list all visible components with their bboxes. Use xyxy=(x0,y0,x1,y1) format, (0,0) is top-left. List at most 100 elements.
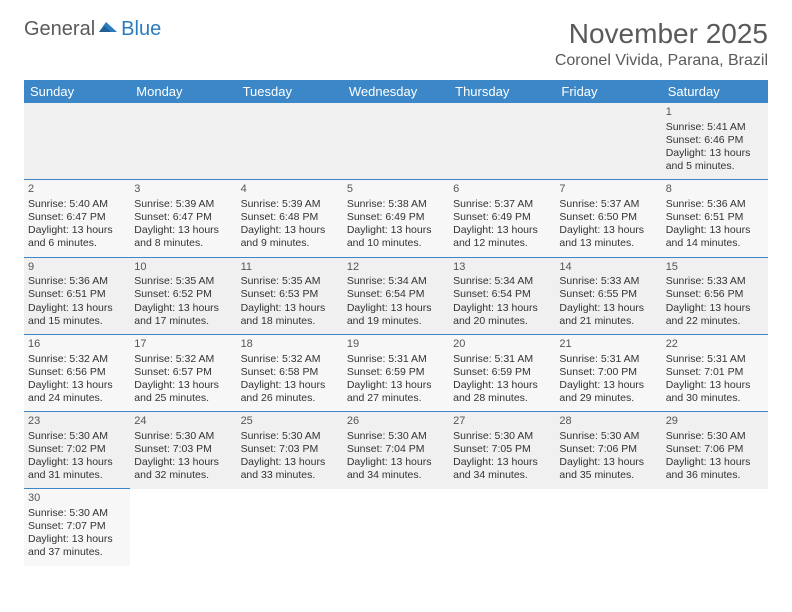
daylight-line-1: Daylight: 13 hours xyxy=(453,302,551,315)
day-info: Sunrise: 5:30 AMSunset: 7:05 PMDaylight:… xyxy=(453,430,551,483)
calendar-day-cell: 24Sunrise: 5:30 AMSunset: 7:03 PMDayligh… xyxy=(130,412,236,489)
day-number: 29 xyxy=(666,415,764,429)
daylight-line-1: Daylight: 13 hours xyxy=(241,302,339,315)
day-number: 4 xyxy=(241,183,339,197)
calendar-day-cell: 5Sunrise: 5:38 AMSunset: 6:49 PMDaylight… xyxy=(343,180,449,257)
calendar-empty-cell xyxy=(237,489,343,566)
sunrise-line: Sunrise: 5:41 AM xyxy=(666,121,764,134)
sunset-line: Sunset: 6:55 PM xyxy=(559,288,657,301)
calendar-day-cell: 11Sunrise: 5:35 AMSunset: 6:53 PMDayligh… xyxy=(237,257,343,334)
day-number: 25 xyxy=(241,415,339,429)
daylight-line-1: Daylight: 13 hours xyxy=(28,379,126,392)
daylight-line-2: and 21 minutes. xyxy=(559,315,657,328)
sunrise-line: Sunrise: 5:33 AM xyxy=(559,275,657,288)
calendar-empty-cell xyxy=(449,489,555,566)
daylight-line-1: Daylight: 13 hours xyxy=(453,456,551,469)
calendar-table: Sunday Monday Tuesday Wednesday Thursday… xyxy=(24,80,768,566)
day-number: 9 xyxy=(28,261,126,275)
day-info: Sunrise: 5:39 AMSunset: 6:47 PMDaylight:… xyxy=(134,198,232,251)
day-number: 23 xyxy=(28,415,126,429)
sunset-line: Sunset: 6:49 PM xyxy=(453,211,551,224)
sunrise-line: Sunrise: 5:32 AM xyxy=(28,353,126,366)
daylight-line-2: and 27 minutes. xyxy=(347,392,445,405)
sunset-line: Sunset: 7:07 PM xyxy=(28,520,126,533)
calendar-empty-cell xyxy=(237,103,343,180)
location-text: Coronel Vivida, Parana, Brazil xyxy=(555,52,768,70)
day-info: Sunrise: 5:38 AMSunset: 6:49 PMDaylight:… xyxy=(347,198,445,251)
day-info: Sunrise: 5:30 AMSunset: 7:06 PMDaylight:… xyxy=(666,430,764,483)
daylight-line-2: and 20 minutes. xyxy=(453,315,551,328)
logo-text-general: General xyxy=(24,18,95,41)
sunrise-line: Sunrise: 5:40 AM xyxy=(28,198,126,211)
day-number: 2 xyxy=(28,183,126,197)
calendar-empty-cell xyxy=(662,489,768,566)
daylight-line-2: and 33 minutes. xyxy=(241,469,339,482)
daylight-line-1: Daylight: 13 hours xyxy=(453,379,551,392)
daylight-line-1: Daylight: 13 hours xyxy=(347,302,445,315)
sunrise-line: Sunrise: 5:39 AM xyxy=(134,198,232,211)
day-info: Sunrise: 5:32 AMSunset: 6:58 PMDaylight:… xyxy=(241,353,339,406)
calendar-day-cell: 28Sunrise: 5:30 AMSunset: 7:06 PMDayligh… xyxy=(555,412,661,489)
sunset-line: Sunset: 7:02 PM xyxy=(28,443,126,456)
day-info: Sunrise: 5:31 AMSunset: 6:59 PMDaylight:… xyxy=(347,353,445,406)
calendar-body: 1Sunrise: 5:41 AMSunset: 6:46 PMDaylight… xyxy=(24,103,768,566)
daylight-line-2: and 36 minutes. xyxy=(666,469,764,482)
daylight-line-2: and 17 minutes. xyxy=(134,315,232,328)
day-number: 20 xyxy=(453,338,551,352)
day-info: Sunrise: 5:30 AMSunset: 7:03 PMDaylight:… xyxy=(134,430,232,483)
day-number: 26 xyxy=(347,415,445,429)
sunset-line: Sunset: 7:00 PM xyxy=(559,366,657,379)
daylight-line-2: and 35 minutes. xyxy=(559,469,657,482)
calendar-week-row: 1Sunrise: 5:41 AMSunset: 6:46 PMDaylight… xyxy=(24,103,768,180)
sunset-line: Sunset: 6:57 PM xyxy=(134,366,232,379)
day-number: 18 xyxy=(241,338,339,352)
day-number: 16 xyxy=(28,338,126,352)
day-info: Sunrise: 5:30 AMSunset: 7:02 PMDaylight:… xyxy=(28,430,126,483)
daylight-line-1: Daylight: 13 hours xyxy=(453,224,551,237)
daylight-line-1: Daylight: 13 hours xyxy=(241,224,339,237)
sunrise-line: Sunrise: 5:34 AM xyxy=(453,275,551,288)
calendar-day-cell: 25Sunrise: 5:30 AMSunset: 7:03 PMDayligh… xyxy=(237,412,343,489)
daylight-line-1: Daylight: 13 hours xyxy=(559,379,657,392)
calendar-day-cell: 8Sunrise: 5:36 AMSunset: 6:51 PMDaylight… xyxy=(662,180,768,257)
day-number: 27 xyxy=(453,415,551,429)
sunset-line: Sunset: 6:48 PM xyxy=(241,211,339,224)
sunrise-line: Sunrise: 5:30 AM xyxy=(559,430,657,443)
day-number: 10 xyxy=(134,261,232,275)
day-number: 8 xyxy=(666,183,764,197)
calendar-day-cell: 19Sunrise: 5:31 AMSunset: 6:59 PMDayligh… xyxy=(343,334,449,411)
daylight-line-2: and 5 minutes. xyxy=(666,160,764,173)
calendar-day-cell: 20Sunrise: 5:31 AMSunset: 6:59 PMDayligh… xyxy=(449,334,555,411)
day-number: 22 xyxy=(666,338,764,352)
sunrise-line: Sunrise: 5:31 AM xyxy=(666,353,764,366)
calendar-week-row: 9Sunrise: 5:36 AMSunset: 6:51 PMDaylight… xyxy=(24,257,768,334)
daylight-line-2: and 32 minutes. xyxy=(134,469,232,482)
calendar-day-cell: 16Sunrise: 5:32 AMSunset: 6:56 PMDayligh… xyxy=(24,334,130,411)
day-header: Wednesday xyxy=(343,80,449,103)
daylight-line-2: and 6 minutes. xyxy=(28,237,126,250)
sunset-line: Sunset: 7:06 PM xyxy=(559,443,657,456)
day-number: 17 xyxy=(134,338,232,352)
sunset-line: Sunset: 6:46 PM xyxy=(666,134,764,147)
day-header: Sunday xyxy=(24,80,130,103)
sunset-line: Sunset: 6:59 PM xyxy=(453,366,551,379)
calendar-week-row: 23Sunrise: 5:30 AMSunset: 7:02 PMDayligh… xyxy=(24,412,768,489)
calendar-empty-cell xyxy=(449,103,555,180)
sunrise-line: Sunrise: 5:37 AM xyxy=(453,198,551,211)
logo-text-blue: Blue xyxy=(121,18,161,41)
title-block: November 2025 Coronel Vivida, Parana, Br… xyxy=(555,18,768,70)
calendar-day-cell: 4Sunrise: 5:39 AMSunset: 6:48 PMDaylight… xyxy=(237,180,343,257)
daylight-line-1: Daylight: 13 hours xyxy=(666,147,764,160)
calendar-week-row: 30Sunrise: 5:30 AMSunset: 7:07 PMDayligh… xyxy=(24,489,768,566)
day-info: Sunrise: 5:30 AMSunset: 7:07 PMDaylight:… xyxy=(28,507,126,560)
calendar-day-cell: 13Sunrise: 5:34 AMSunset: 6:54 PMDayligh… xyxy=(449,257,555,334)
sunset-line: Sunset: 6:50 PM xyxy=(559,211,657,224)
sunrise-line: Sunrise: 5:30 AM xyxy=(347,430,445,443)
daylight-line-2: and 34 minutes. xyxy=(347,469,445,482)
daylight-line-2: and 37 minutes. xyxy=(28,546,126,559)
calendar-week-row: 16Sunrise: 5:32 AMSunset: 6:56 PMDayligh… xyxy=(24,334,768,411)
sunset-line: Sunset: 7:05 PM xyxy=(453,443,551,456)
daylight-line-2: and 29 minutes. xyxy=(559,392,657,405)
daylight-line-1: Daylight: 13 hours xyxy=(666,379,764,392)
sunrise-line: Sunrise: 5:32 AM xyxy=(134,353,232,366)
